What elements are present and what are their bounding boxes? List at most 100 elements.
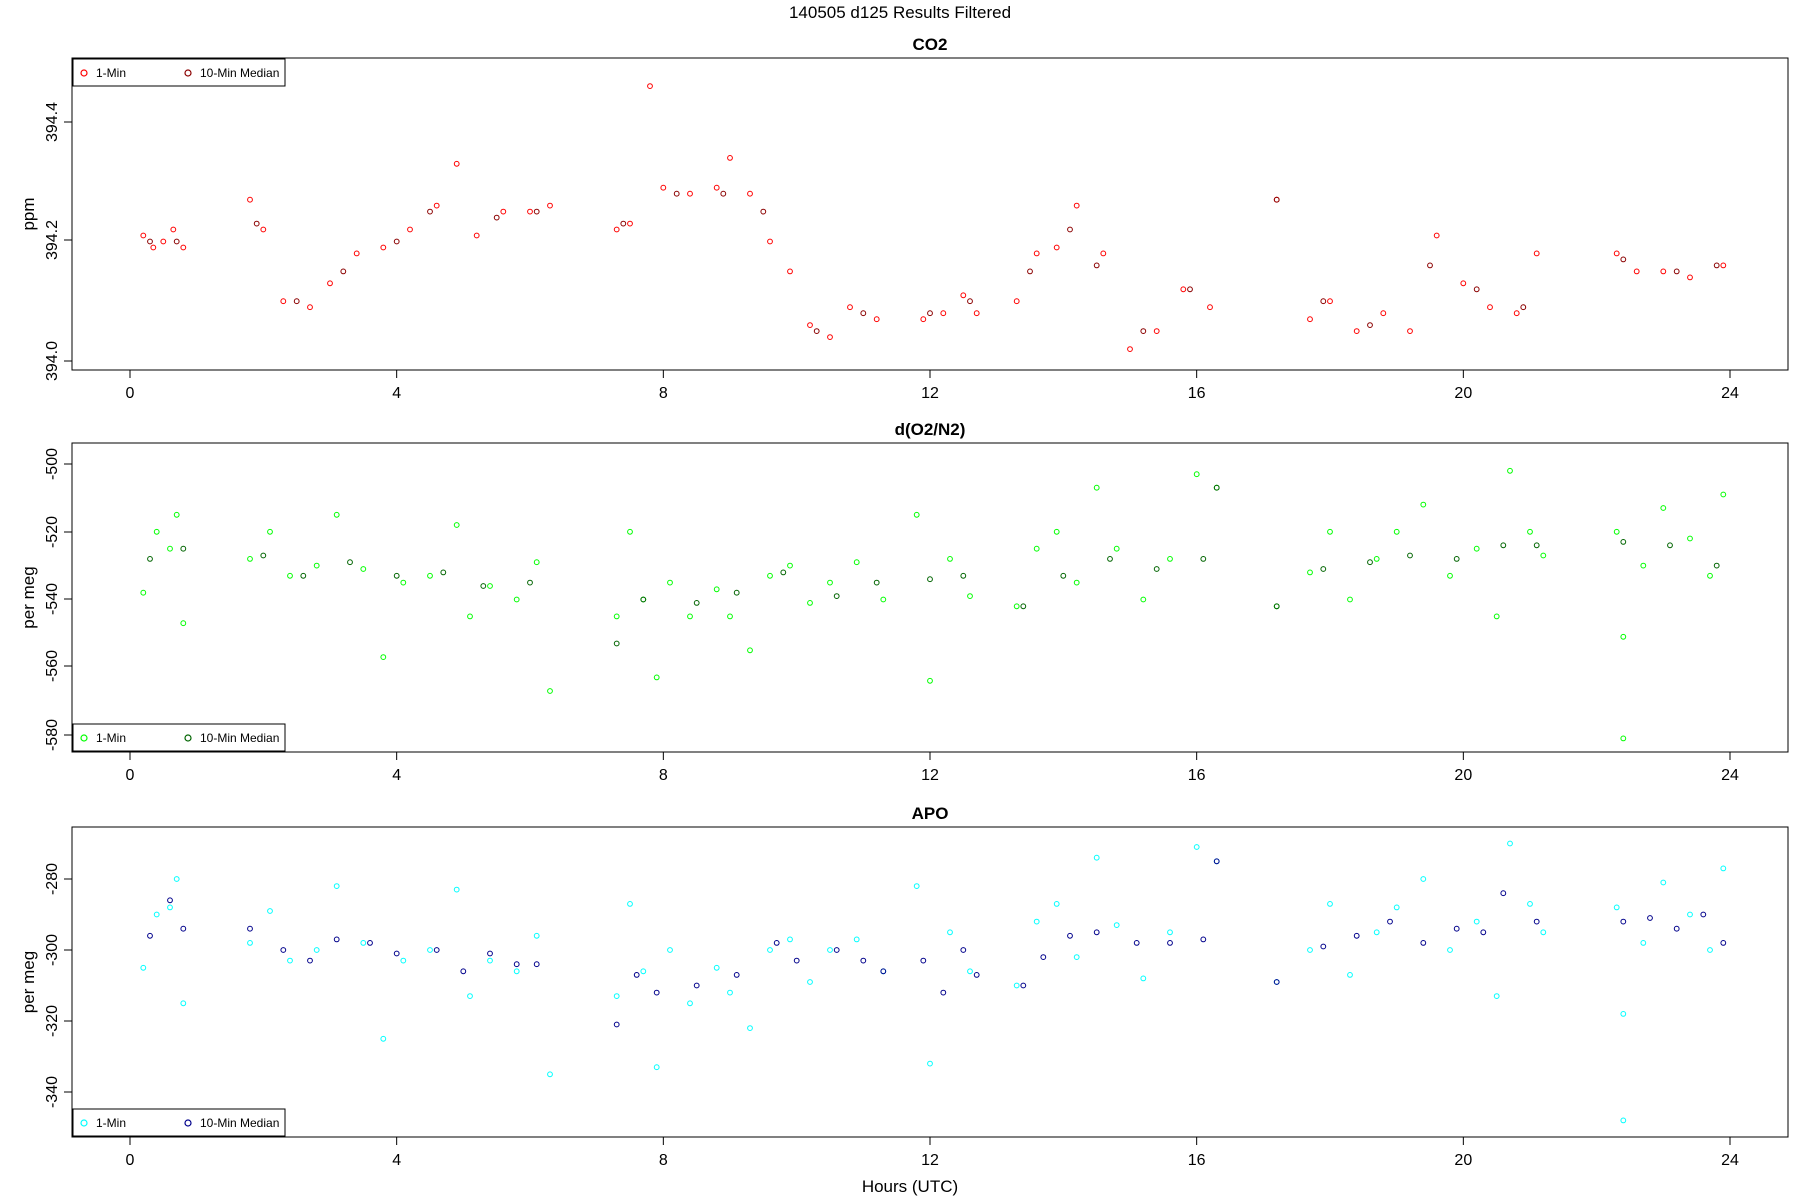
point-10-min-median: [393, 238, 400, 245]
point-10-min-median: [1060, 572, 1067, 579]
point-1-min: [287, 572, 293, 579]
point-1-min: [1013, 298, 1020, 305]
point-1-min: [360, 940, 367, 946]
legend-label: 10-Min Median: [200, 731, 279, 745]
point-1-min: [427, 572, 433, 579]
point-10-min-median: [1427, 262, 1433, 269]
x-tick-label: 4: [392, 767, 401, 784]
legend-marker: [184, 1119, 192, 1127]
point-10-min-median: [533, 961, 540, 968]
point-10-min-median: [620, 220, 627, 227]
point-1-min: [1613, 528, 1620, 535]
point-10-min-median: [1700, 911, 1707, 918]
point-1-min: [627, 901, 633, 907]
point-1-min: [767, 947, 773, 953]
point-1-min: [927, 677, 933, 684]
point-1-min: [547, 688, 553, 694]
x-tick-label: 12: [921, 385, 939, 402]
point-1-min: [247, 940, 253, 946]
point-10-min-median: [733, 589, 740, 596]
point-1-min: [1093, 854, 1100, 861]
point-1-min: [333, 511, 340, 518]
point-10-min-median: [960, 572, 967, 579]
panel-title: d(O2/N2): [895, 420, 966, 439]
point-1-min: [1720, 865, 1727, 872]
point-10-min-median: [1320, 298, 1327, 305]
point-10-min-median: [1453, 925, 1460, 932]
point-1-min: [1380, 310, 1387, 317]
point-1-min: [380, 244, 387, 251]
point-1-min: [973, 310, 980, 317]
point-10-min-median: [180, 545, 187, 552]
point-10-min-median: [927, 576, 933, 583]
point-1-min: [827, 334, 833, 341]
point-1-min: [1540, 552, 1547, 559]
point-10-min-median: [393, 950, 400, 957]
y-tick-label: -280: [44, 863, 61, 895]
point-1-min: [1620, 633, 1627, 640]
point-1-min: [1140, 596, 1147, 603]
point-1-min: [613, 226, 620, 233]
point-1-min: [913, 511, 920, 518]
point-1-min: [640, 968, 647, 975]
point-10-min-median: [1673, 268, 1680, 275]
point-1-min: [613, 613, 620, 620]
point-1-min: [453, 522, 460, 528]
point-1-min: [807, 322, 813, 329]
point-10-min-median: [147, 932, 153, 939]
point-1-min: [1507, 840, 1513, 847]
point-1-min: [400, 579, 407, 586]
x-tick-label: 24: [1721, 1152, 1739, 1169]
point-1-min: [1707, 947, 1713, 953]
point-10-min-median: [720, 190, 727, 197]
point-1-min: [807, 600, 813, 606]
point-1-min: [500, 208, 507, 215]
point-10-min-median: [493, 214, 500, 221]
point-1-min: [1033, 545, 1040, 552]
point-1-min: [1660, 505, 1667, 511]
data-points: [140, 840, 1727, 1124]
figure-title: 140505 d125 Results Filtered: [789, 3, 1011, 22]
point-1-min: [967, 968, 973, 975]
x-tick-label: 16: [1188, 767, 1206, 784]
point-10-min-median: [1133, 940, 1140, 946]
point-1-min: [1347, 972, 1353, 978]
point-1-min: [153, 911, 160, 918]
panel-title: CO2: [913, 35, 948, 54]
point-10-min-median: [1067, 226, 1073, 233]
point-10-min-median: [393, 572, 400, 579]
point-1-min: [880, 596, 887, 603]
point-1-min: [547, 1071, 553, 1078]
plot-frame: [71, 57, 1789, 371]
point-1-min: [747, 647, 753, 654]
point-10-min-median: [1020, 982, 1027, 989]
point-1-min: [453, 886, 460, 893]
point-1-min: [967, 593, 973, 599]
point-1-min: [1420, 876, 1427, 882]
point-1-min: [613, 993, 620, 999]
point-1-min: [713, 964, 720, 971]
legend-label: 10-Min Median: [200, 1116, 279, 1130]
series-1-min: [140, 467, 1727, 742]
point-10-min-median: [1273, 196, 1280, 203]
point-1-min: [180, 244, 187, 251]
point-10-min-median: [640, 596, 647, 603]
x-tick-label: 8: [659, 1152, 668, 1169]
point-1-min: [1053, 244, 1060, 251]
point-1-min: [1640, 562, 1647, 569]
legend-label: 1-Min: [96, 66, 126, 80]
point-1-min: [1167, 556, 1173, 562]
point-1-min: [1033, 918, 1040, 925]
point-1-min: [173, 876, 180, 882]
point-10-min-median: [1200, 556, 1207, 562]
point-10-min-median: [773, 940, 780, 946]
point-1-min: [407, 226, 413, 233]
point-1-min: [153, 528, 160, 535]
x-tick-label: 16: [1188, 385, 1206, 402]
point-1-min: [1487, 304, 1493, 311]
x-tick-label: 20: [1454, 385, 1472, 402]
point-1-min: [1347, 596, 1353, 603]
point-1-min: [1620, 1117, 1627, 1124]
point-1-min: [1493, 613, 1500, 620]
point-1-min: [940, 310, 947, 317]
